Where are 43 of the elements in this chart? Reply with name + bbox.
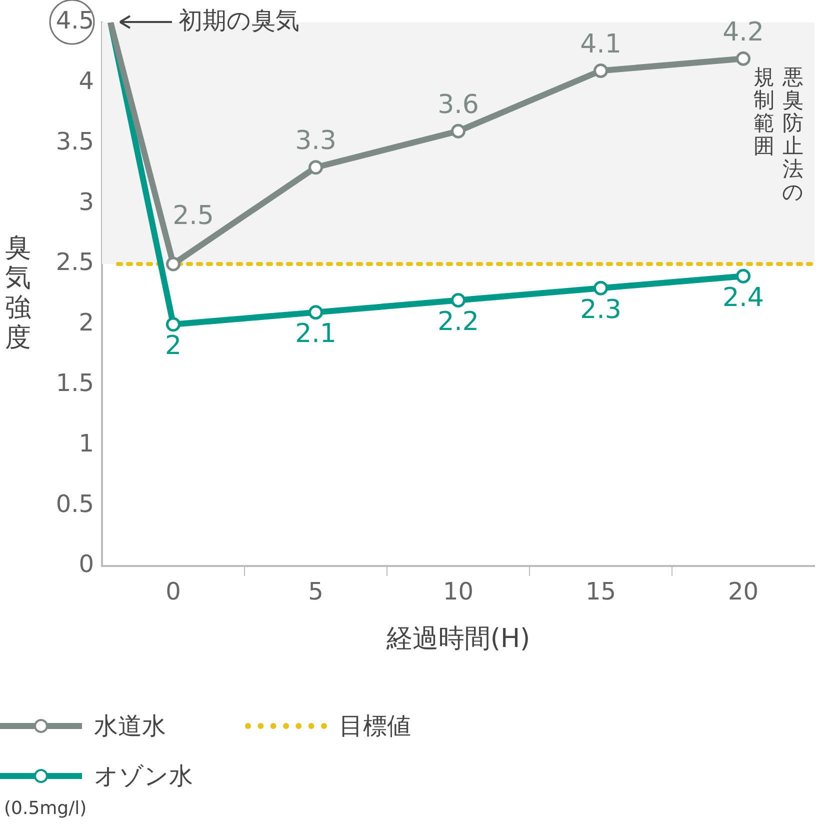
annotation: 初期の臭気: [178, 6, 300, 35]
legend-label: オゾン水: [94, 761, 193, 792]
data-label: 4.2: [722, 17, 764, 48]
y-tick-label: 3.5: [56, 127, 94, 156]
data-label: 2: [164, 331, 182, 362]
x-tick-label: 5: [308, 578, 324, 606]
point: [166, 256, 180, 272]
data-label: 3.6: [438, 90, 479, 120]
legend-label: 水道水: [94, 711, 166, 742]
y-tick-label: 0: [78, 550, 94, 578]
text: (0.5mg/l): [4, 798, 87, 819]
y-tick-label: 4.5: [56, 6, 94, 35]
point: [594, 280, 608, 296]
x-axis-title: 経過時間(H): [385, 624, 530, 654]
data-label: 2.5: [172, 200, 214, 231]
y-tick-label: 4: [78, 67, 94, 96]
legend-label: 目標値: [339, 711, 411, 742]
point: [451, 124, 466, 138]
point: [308, 160, 323, 175]
y-tick-label: 2.5: [56, 248, 94, 276]
data-label: 2.2: [438, 306, 479, 337]
point: [736, 51, 750, 66]
y-tick-label: 1: [78, 429, 94, 458]
y-tick-label: 0.5: [56, 490, 94, 518]
x-tick-label: 20: [728, 578, 759, 606]
data-label: 3.3: [295, 126, 336, 156]
y-tick-label: 1.5: [56, 369, 94, 398]
point: [166, 317, 180, 332]
point: [308, 305, 323, 320]
x-tick-label: 15: [585, 578, 616, 606]
point: [736, 268, 750, 284]
data-label: 2.4: [722, 282, 764, 313]
data-label: 2.3: [580, 294, 622, 325]
text: 悪臭防止法の規制範囲: [754, 65, 804, 204]
x-tick-label: 10: [442, 578, 474, 606]
point: [594, 63, 608, 78]
point: [451, 292, 466, 308]
y-tick-label: 2: [78, 308, 94, 337]
y-tick-label: 3: [78, 188, 94, 216]
data-label: 2.1: [295, 319, 336, 350]
x-tick-label: 0: [166, 578, 181, 606]
data-label: 4.1: [580, 29, 622, 60]
y-axis-title: 臭気強度: [5, 232, 31, 353]
